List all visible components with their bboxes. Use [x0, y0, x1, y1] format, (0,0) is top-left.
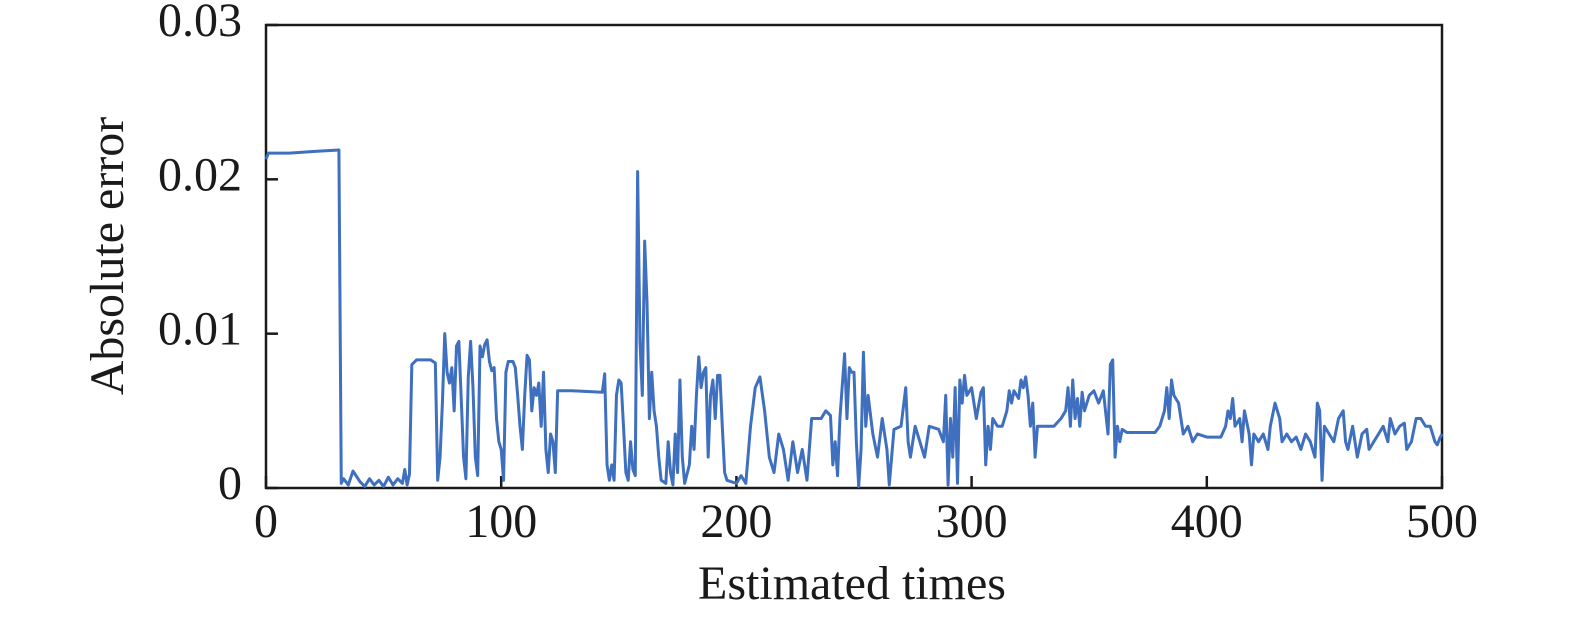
x-tick-label: 100	[465, 495, 537, 548]
y-tick-label: 0.03	[158, 0, 242, 47]
y-tick-label: 0	[218, 457, 242, 510]
x-tick-label: 300	[936, 495, 1008, 548]
x-tick-label: 0	[254, 495, 278, 548]
data-line	[264, 148, 1444, 488]
y-axis-label: Absolute error	[81, 117, 134, 396]
y-tick-label: 0.01	[158, 303, 242, 356]
x-tick-label: 400	[1171, 495, 1243, 548]
y-tick-label: 0.02	[158, 148, 242, 201]
x-tick-label: 200	[700, 495, 772, 548]
plot-frame	[264, 23, 1444, 490]
x-axis-label: Estimated times	[698, 557, 1006, 610]
x-tick-label: 500	[1406, 495, 1478, 548]
